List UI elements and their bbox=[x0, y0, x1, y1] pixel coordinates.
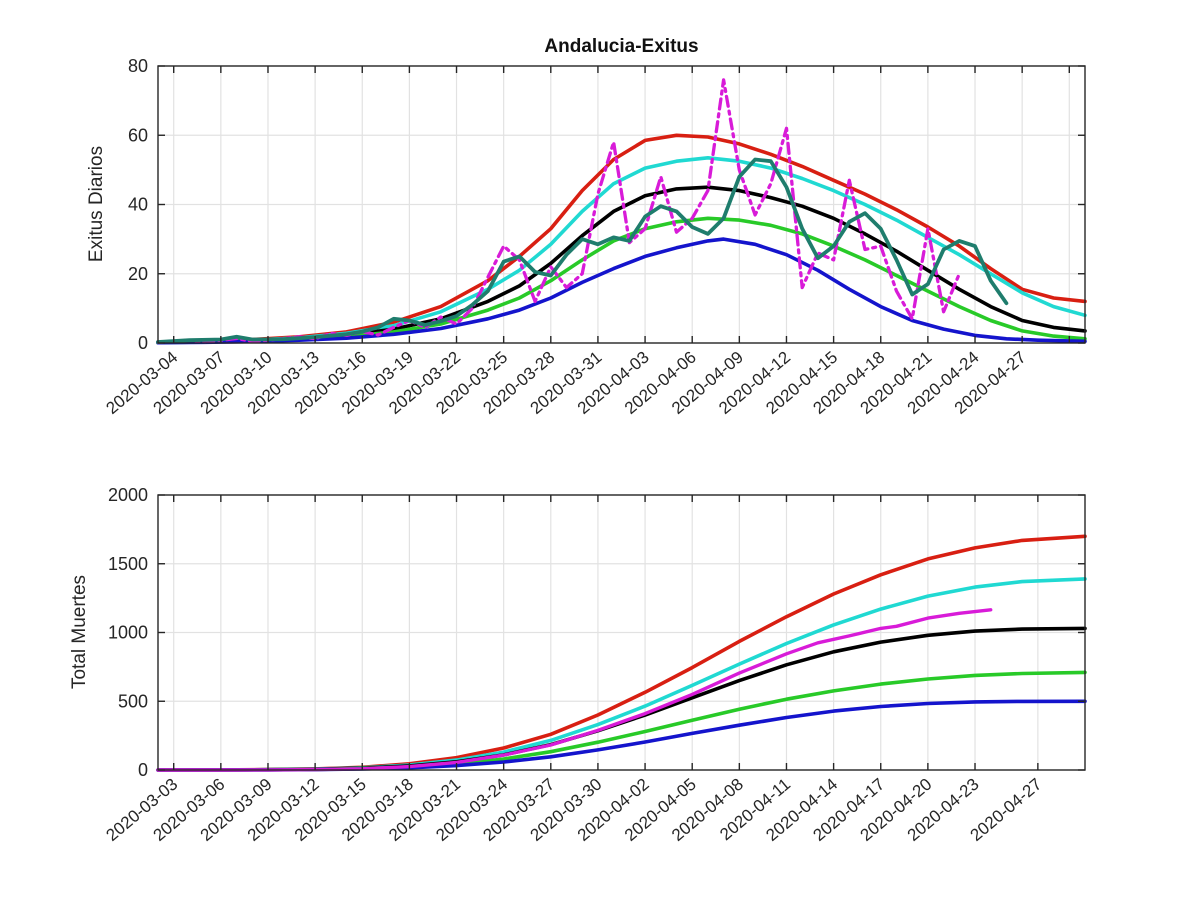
series-model-central-black bbox=[156, 626, 1087, 772]
y-tick-label: 0 bbox=[138, 333, 148, 353]
y-tick-label: 40 bbox=[128, 195, 148, 215]
y-tick-label: 1500 bbox=[108, 554, 148, 574]
series-lines bbox=[156, 78, 1087, 345]
y-tick-label: 2000 bbox=[108, 485, 148, 505]
series-envelope-cyan bbox=[156, 577, 1087, 772]
y-axis-label-total: Total Muertes bbox=[69, 574, 90, 690]
y-tick-label: 80 bbox=[128, 56, 148, 76]
y-tick-labels: 0 500 1000 1500 2000 bbox=[108, 485, 148, 780]
y-tick-labels: 0 20 40 60 80 bbox=[128, 56, 148, 353]
x-tick-labels: 2020-03-042020-03-072020-03-102020-03-13… bbox=[102, 348, 1029, 418]
series-envelope-lower-blue bbox=[156, 237, 1087, 345]
tick-marks bbox=[158, 494, 1085, 771]
series-lines bbox=[156, 534, 1087, 772]
y-tick-label: 500 bbox=[118, 691, 148, 711]
x-tick-labels: 2020-03-032020-03-062020-03-092020-03-12… bbox=[102, 775, 1045, 845]
series-daily-deaths-smoothed bbox=[156, 157, 1009, 344]
y-tick-label: 0 bbox=[138, 760, 148, 780]
chart-title: Andalucia-Exitus bbox=[544, 36, 699, 57]
chart-0: 0 20 40 60 80 2020-03-042020-03-072020-03-102… bbox=[102, 56, 1087, 418]
series-daily-deaths-observed bbox=[156, 78, 961, 344]
series-envelope-upper-red bbox=[156, 534, 1087, 772]
series-envelope-upper-red bbox=[156, 133, 1087, 345]
y-tick-label: 1000 bbox=[108, 623, 148, 643]
chart-1: 0 500 1000 1500 2000 2020-03-032020-03-062020… bbox=[102, 485, 1087, 845]
y-tick-label: 60 bbox=[128, 125, 148, 145]
y-tick-label: 20 bbox=[128, 264, 148, 284]
y-axis-label-daily: Exitus Diarios bbox=[86, 145, 107, 263]
tick-marks bbox=[158, 65, 1085, 344]
